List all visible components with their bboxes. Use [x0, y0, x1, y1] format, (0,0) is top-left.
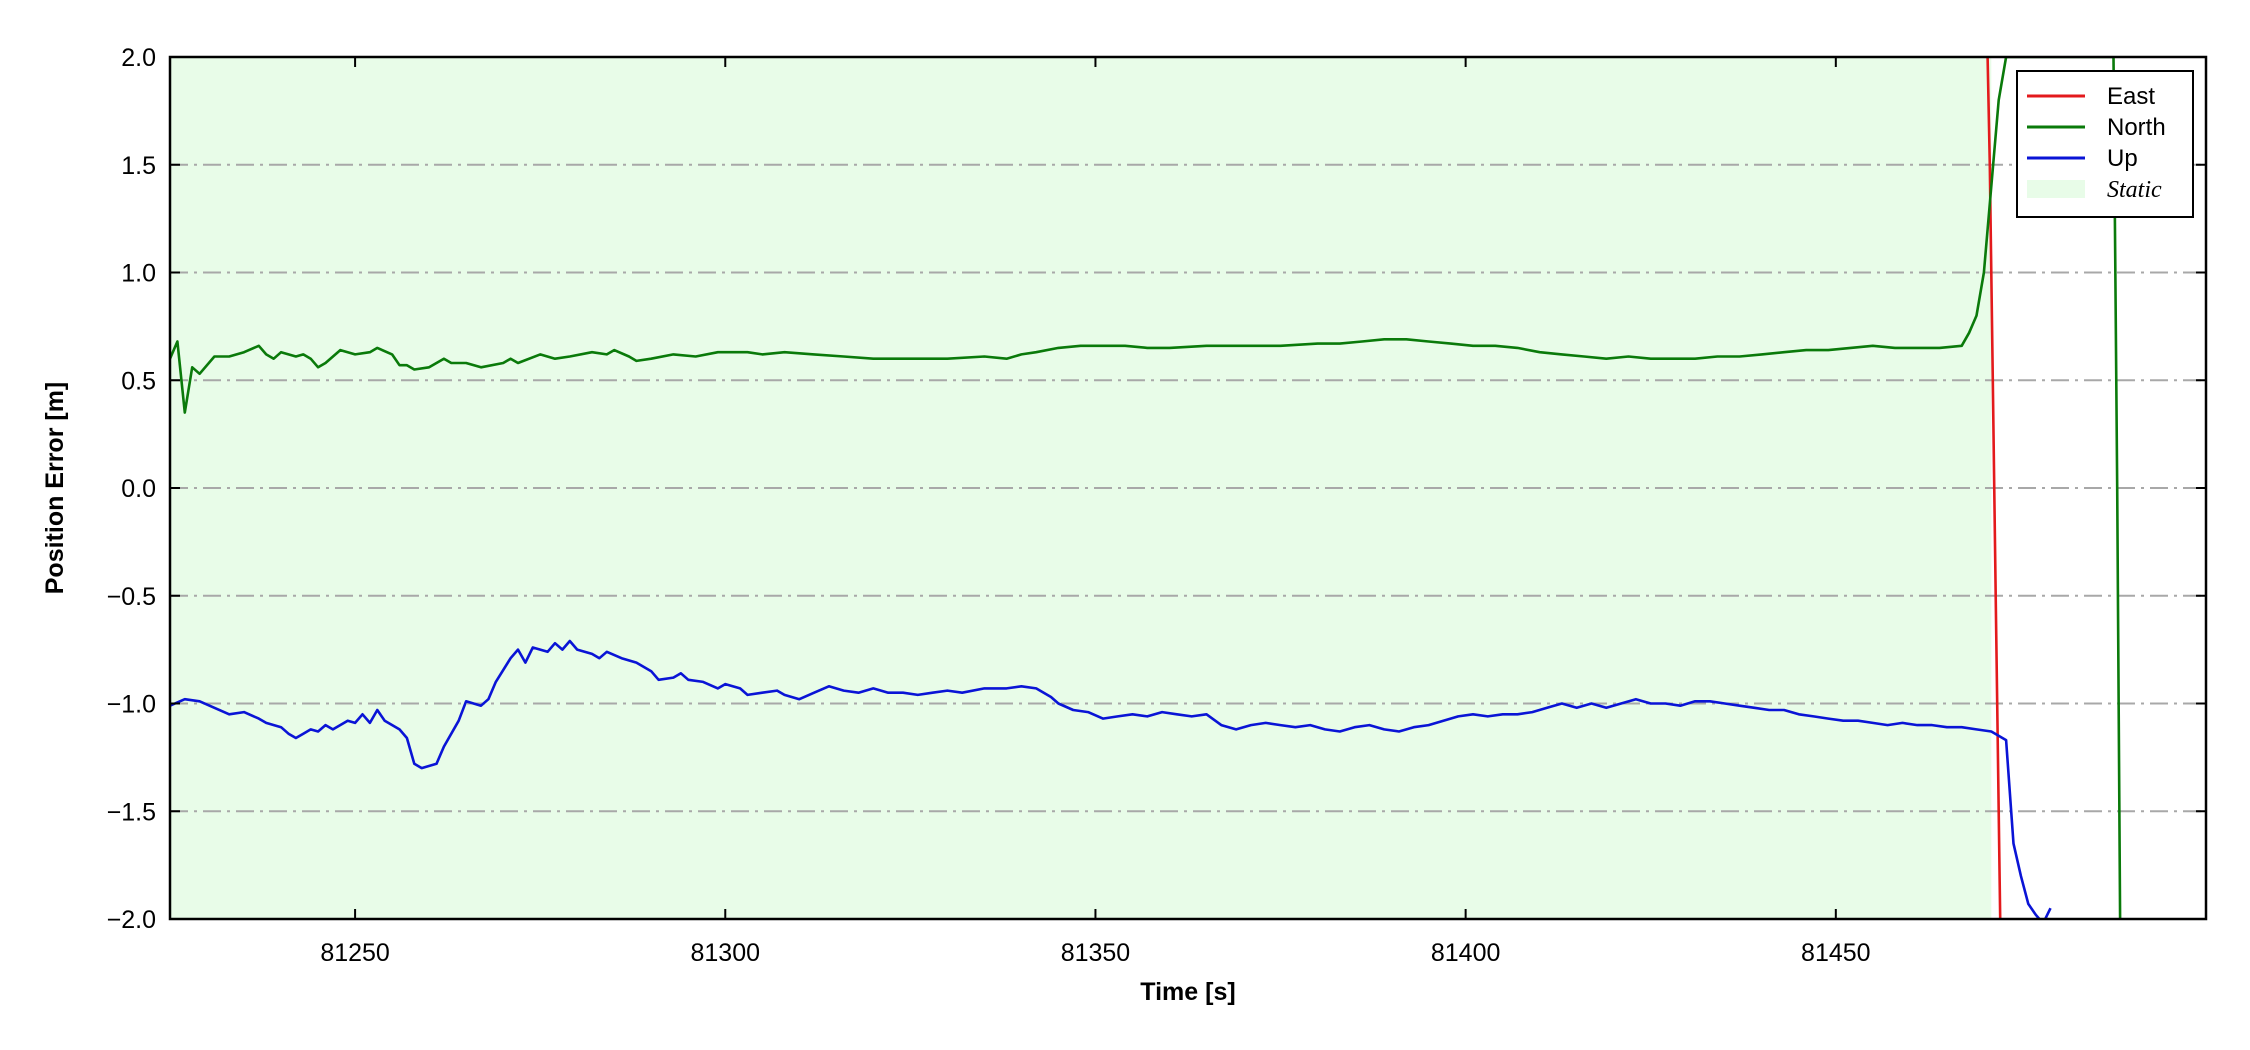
- y-tick-label: 1.5: [121, 152, 156, 180]
- legend-label-up: Up: [2107, 145, 2138, 172]
- legend-swatch-static: [2027, 180, 2085, 198]
- x-tick-label: 81400: [1431, 939, 1501, 967]
- legend-label-east: East: [2107, 83, 2155, 110]
- y-tick-label: 0.5: [121, 367, 156, 395]
- x-axis-title: Time [s]: [1140, 978, 1235, 1006]
- y-tick-label: −0.5: [107, 583, 156, 611]
- y-tick-label: 2.0: [121, 44, 156, 72]
- legend-label-static: Static: [2107, 177, 2162, 203]
- y-axis-title: Position Error [m]: [41, 382, 69, 595]
- x-tick-label: 81300: [691, 939, 761, 967]
- legend-label-north: North: [2107, 114, 2166, 141]
- series-line-up: [170, 639, 2052, 919]
- series-line-east: [1986, 57, 2002, 919]
- y-tick-label: 1.0: [121, 260, 156, 288]
- y-tick-label: −1.5: [107, 798, 156, 826]
- y-tick-label: −2.0: [107, 906, 156, 934]
- y-tick-label: −1.0: [107, 691, 156, 719]
- x-tick-label: 81250: [320, 939, 390, 967]
- legend: East North Up Static: [2016, 70, 2194, 218]
- y-tick-label: 0.0: [121, 475, 156, 503]
- x-tick-label: 81350: [1061, 939, 1131, 967]
- series-line-north: [170, 57, 2122, 919]
- x-tick-label: 81450: [1801, 939, 1871, 967]
